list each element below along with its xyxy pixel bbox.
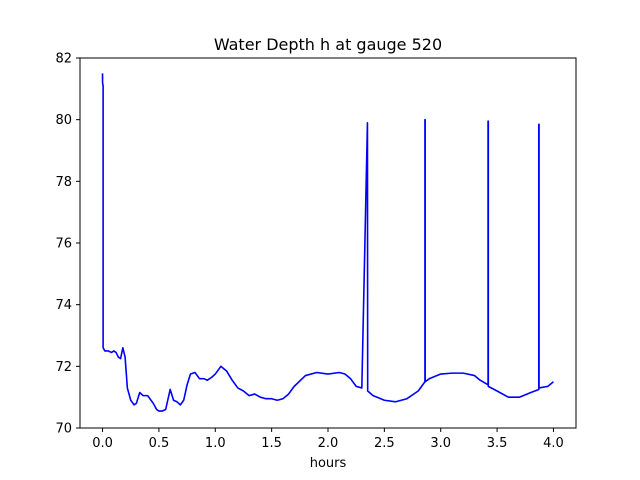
y-axis: 70 72 74 76 78 80 82 <box>55 52 80 437</box>
x-tick-label: 1.0 <box>205 436 226 451</box>
x-tick-label: 3.0 <box>430 436 451 451</box>
plot-area <box>80 58 576 428</box>
chart-title: Water Depth h at gauge 520 <box>214 35 442 54</box>
y-tick-label: 70 <box>55 422 72 437</box>
y-tick-label: 76 <box>55 237 72 252</box>
x-tick-label: 1.5 <box>261 436 282 451</box>
x-tick-label: 0.5 <box>149 436 170 451</box>
y-tick-label: 72 <box>55 360 72 375</box>
y-tick-label: 74 <box>55 298 72 313</box>
x-tick-label: 4.0 <box>543 436 564 451</box>
x-axis: 0.0 0.5 1.0 1.5 2.0 2.5 3.0 3.5 4.0 <box>92 428 564 451</box>
x-tick-label: 2.5 <box>374 436 395 451</box>
x-tick-label: 2.0 <box>318 436 339 451</box>
y-tick-label: 78 <box>55 175 72 190</box>
y-tick-label: 82 <box>55 52 72 67</box>
series-line-0 <box>101 73 554 412</box>
x-axis-label: hours <box>310 456 347 471</box>
x-tick-label: 3.5 <box>487 436 508 451</box>
y-tick-label: 80 <box>55 113 72 128</box>
x-tick-label: 0.0 <box>92 436 113 451</box>
series-layer <box>101 73 554 412</box>
